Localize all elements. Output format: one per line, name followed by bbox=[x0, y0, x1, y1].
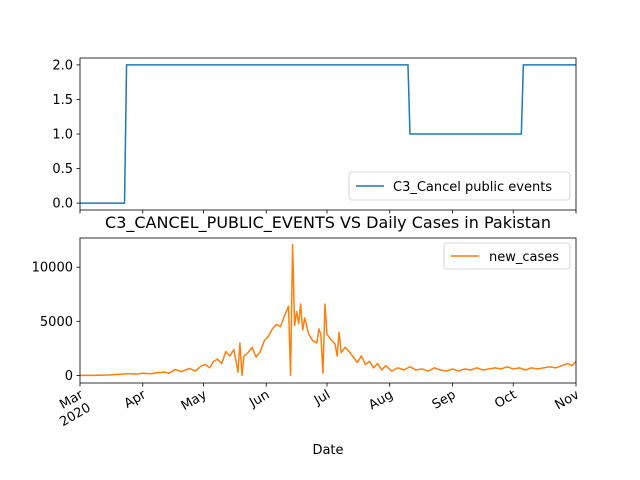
bottom-legend-label: new_cases bbox=[489, 250, 559, 265]
top-legend-box bbox=[348, 171, 571, 201]
top-y-tick-label: 2.0 bbox=[52, 58, 73, 73]
series-line-new-cases bbox=[79, 243, 577, 377]
bottom-y-tick-label: 10000 bbox=[32, 261, 73, 276]
top-y-tick-label: 1.5 bbox=[52, 93, 73, 108]
bottom-y-axis: 0 5000 10000 bbox=[32, 261, 80, 384]
chart-title: C3_CANCEL_PUBLIC_EVENTS VS Daily Cases i… bbox=[105, 213, 551, 233]
top-plot-frame bbox=[79, 57, 577, 211]
bottom-legend: new_cases bbox=[443, 242, 571, 270]
bottom-y-tick-label: 0 bbox=[65, 369, 73, 384]
top-y-axis: 0.0 0.5 1.0 1.5 2.0 bbox=[52, 58, 80, 212]
top-y-tick-label: 0.5 bbox=[52, 162, 73, 177]
x-tick-label-line: Jul bbox=[311, 387, 333, 408]
x-axis-label: Date bbox=[312, 443, 343, 458]
top-y-tick-label: 0.0 bbox=[52, 197, 73, 212]
bottom-y-tick-label: 5000 bbox=[40, 315, 73, 330]
bottom-series bbox=[79, 243, 577, 377]
top-y-tick-label: 1.0 bbox=[52, 128, 73, 143]
top-legend-label: C3_Cancel public events bbox=[393, 180, 552, 195]
top-x-ticks bbox=[79, 210, 577, 214]
bottom-legend-box bbox=[443, 242, 571, 270]
top-series bbox=[80, 64, 576, 204]
bottom-plot-frame bbox=[79, 237, 577, 384]
top-chart: 0.0 0.5 1.0 1.5 2.0 C3_Cancel public events bbox=[52, 57, 577, 214]
top-legend: C3_Cancel public events bbox=[348, 171, 571, 201]
bottom-x-tick-label: Jul bbox=[311, 387, 333, 408]
series-line-c3-cancel-public-events bbox=[80, 64, 576, 204]
